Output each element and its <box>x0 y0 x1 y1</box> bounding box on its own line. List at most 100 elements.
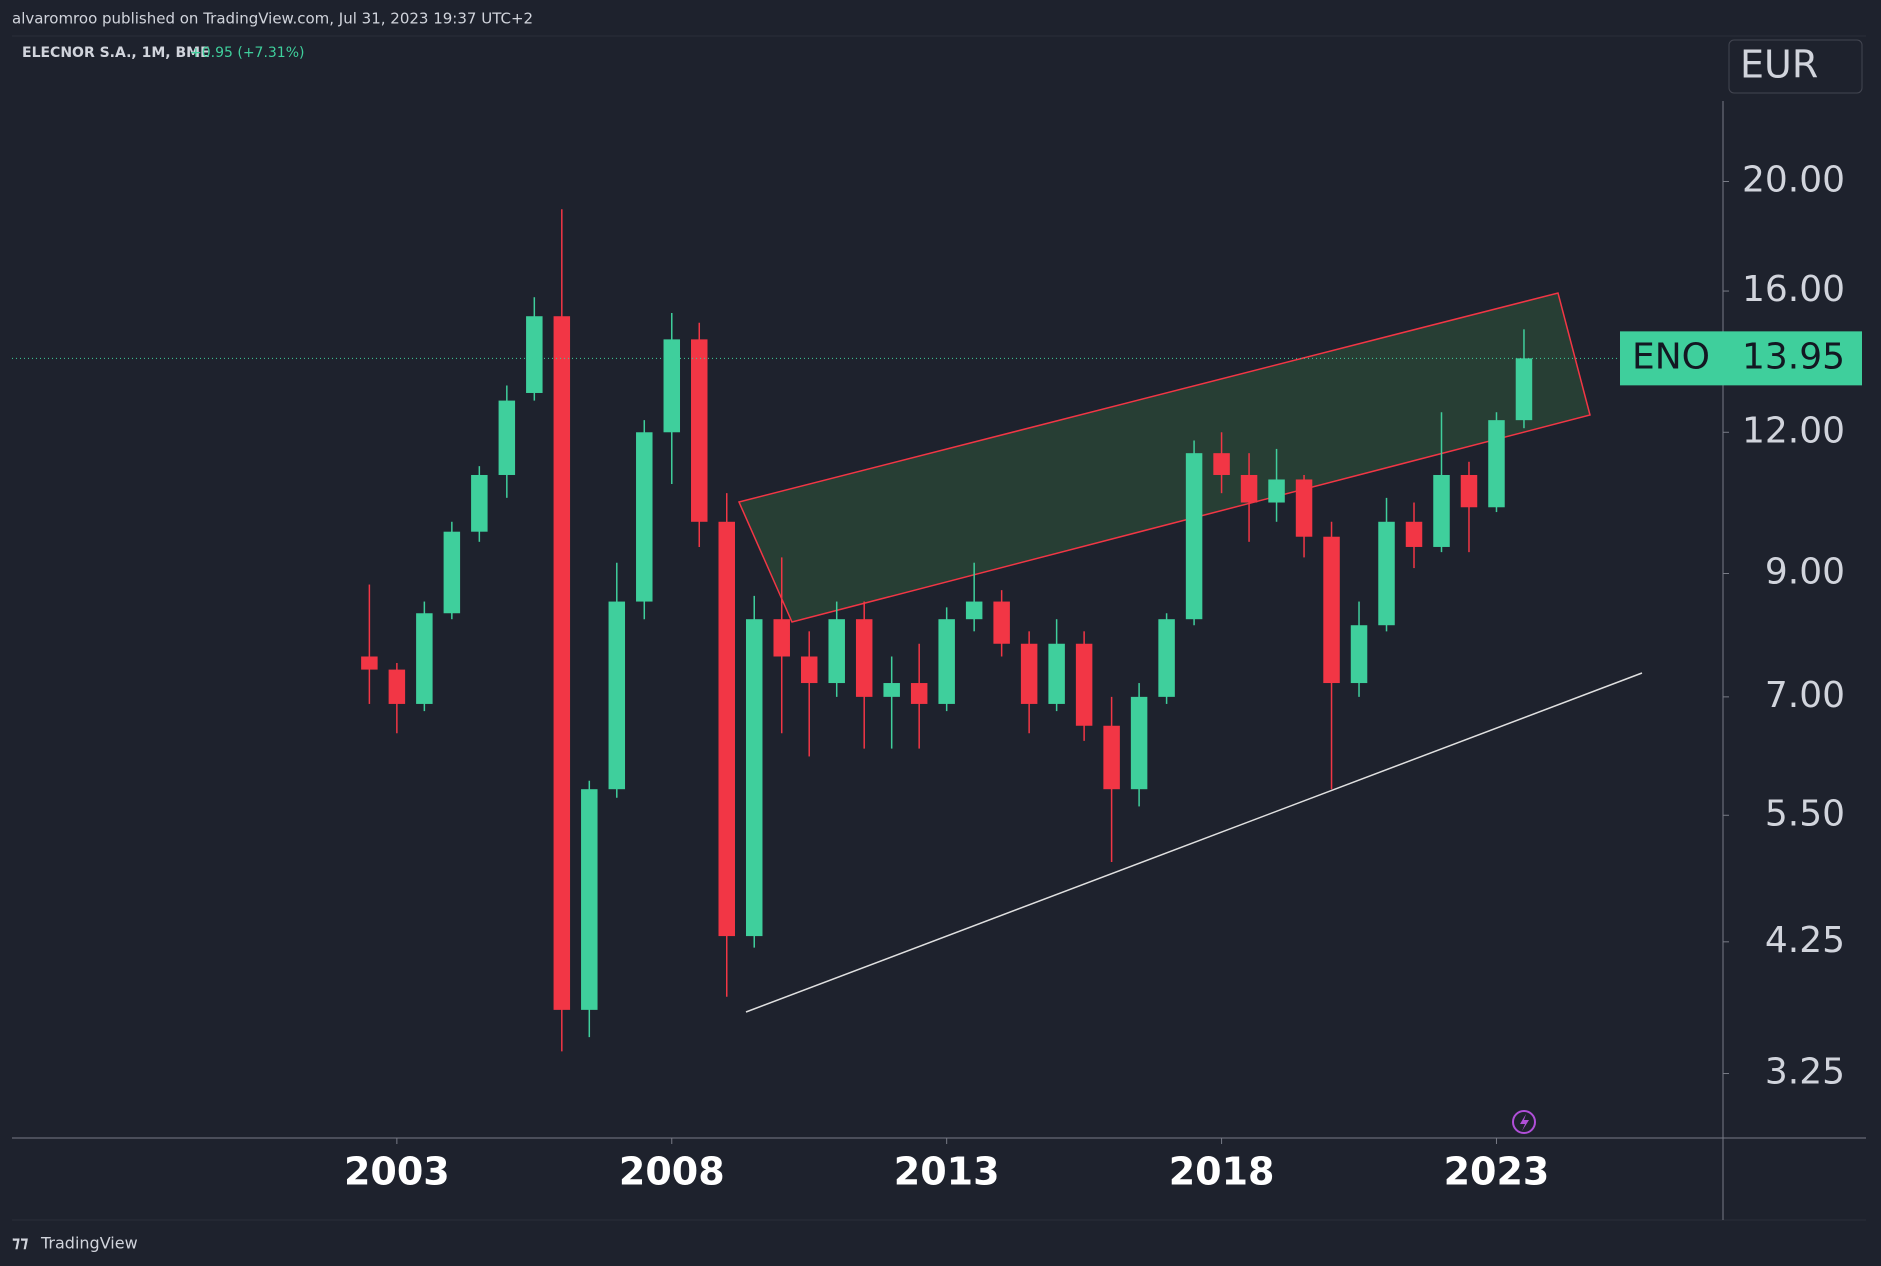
candle <box>993 590 1010 657</box>
currency-box[interactable] <box>1728 39 1863 94</box>
candle-body <box>1240 474 1258 503</box>
candle <box>1350 601 1368 697</box>
candle <box>1323 521 1340 790</box>
candle <box>773 557 790 734</box>
alert-icon[interactable] <box>1512 1110 1536 1134</box>
candle <box>800 631 818 757</box>
candle <box>1020 631 1038 734</box>
candle <box>1075 631 1093 741</box>
candle <box>1103 696 1120 863</box>
candle <box>855 601 873 749</box>
candle <box>718 493 735 997</box>
candle <box>1130 683 1148 807</box>
candle <box>361 584 378 704</box>
candle <box>663 313 681 484</box>
candle-body <box>910 683 928 704</box>
candle-body <box>443 531 461 614</box>
candle-body <box>691 339 708 522</box>
candle <box>636 420 653 620</box>
candle-body <box>800 656 818 684</box>
candle-body <box>1020 643 1038 704</box>
y-tick-label: 16.00 <box>1742 269 1845 310</box>
candle <box>443 521 461 620</box>
y-tick-label: 20.00 <box>1742 160 1845 201</box>
candle <box>1268 448 1285 522</box>
candle <box>1158 613 1175 704</box>
price-label: 13.95 <box>1742 336 1845 377</box>
candle-body <box>1323 536 1340 684</box>
currency: EUR <box>1740 43 1818 87</box>
candle-body <box>718 521 735 937</box>
candle <box>1048 619 1065 712</box>
candle <box>965 562 983 632</box>
candle-body <box>1130 696 1148 790</box>
candle-body <box>498 400 516 475</box>
candle-body <box>855 619 873 697</box>
candle-body <box>636 432 653 602</box>
candle-body <box>1213 453 1230 475</box>
change: +0.95 (+7.31%) <box>190 45 304 61</box>
candle-body <box>883 683 900 697</box>
candle <box>1460 461 1478 553</box>
candle-body <box>526 316 543 393</box>
candle-body <box>1515 358 1533 421</box>
candle-body <box>1185 453 1203 620</box>
x-tick-label: 2008 <box>619 1150 725 1194</box>
candle <box>883 656 900 749</box>
candle-body <box>471 474 488 532</box>
candle-body <box>773 619 790 657</box>
candle <box>498 385 516 498</box>
candle <box>910 643 928 749</box>
trend-line[interactable] <box>745 672 1643 1013</box>
candle <box>938 607 955 712</box>
candle <box>388 663 406 734</box>
candle <box>471 466 488 542</box>
candle-body <box>1268 479 1285 503</box>
candle-body <box>388 669 406 704</box>
y-tick-label: 12.00 <box>1742 410 1845 451</box>
candle-body <box>1460 474 1478 508</box>
candle <box>828 601 845 697</box>
candle-body <box>1075 643 1093 726</box>
candle-body <box>553 316 571 1010</box>
symbol-label: ENO <box>1632 336 1710 377</box>
candle <box>526 297 543 401</box>
candle <box>745 595 763 948</box>
x-tick-label: 2018 <box>1169 1150 1275 1194</box>
y-tick-label: 7.00 <box>1765 675 1845 716</box>
candle <box>1185 440 1203 626</box>
price-label-box <box>1723 331 1862 386</box>
candle-body <box>938 619 955 704</box>
candle <box>1295 474 1313 558</box>
candle <box>553 209 571 1052</box>
candle-body <box>1405 521 1423 547</box>
candle-body <box>1295 479 1313 537</box>
channel-drawing[interactable] <box>737 292 1591 623</box>
candle-body <box>1158 619 1175 697</box>
candle-body <box>361 656 378 670</box>
candle-body <box>1350 625 1368 684</box>
candle-body <box>745 619 763 937</box>
symbol-title: ELECNOR S.A., 1M, BME <box>22 45 210 61</box>
candle <box>1378 497 1395 632</box>
footer-logo: ⁊⁊ <box>12 1233 28 1252</box>
candle-body <box>608 601 626 790</box>
candle <box>416 601 433 712</box>
candle <box>608 562 626 798</box>
candle-body <box>1488 420 1505 508</box>
candle-body <box>1103 725 1120 790</box>
candle <box>1405 502 1423 569</box>
y-tick-label: 3.25 <box>1765 1052 1845 1093</box>
candle-body <box>663 339 681 433</box>
candle <box>1213 432 1230 494</box>
candle <box>1433 412 1450 553</box>
x-tick-label: 2013 <box>894 1150 1000 1194</box>
candle-body <box>1433 474 1450 547</box>
candle-body <box>581 789 598 1010</box>
candle-body <box>993 601 1010 644</box>
candle-body <box>416 613 433 704</box>
candle <box>1240 453 1258 542</box>
candle-body <box>965 601 983 620</box>
candle <box>691 322 708 547</box>
